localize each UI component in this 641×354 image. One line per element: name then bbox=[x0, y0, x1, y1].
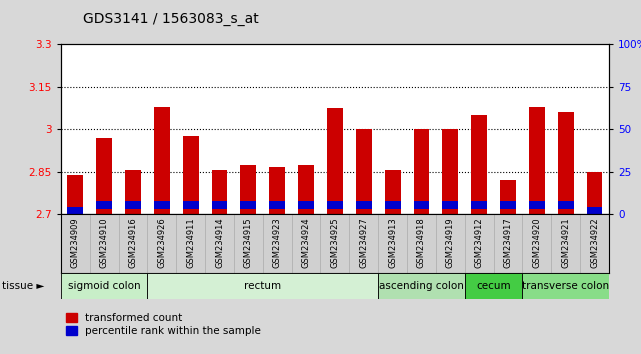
Text: GSM234916: GSM234916 bbox=[128, 217, 138, 268]
FancyBboxPatch shape bbox=[378, 273, 465, 299]
Bar bbox=[183, 201, 199, 209]
Bar bbox=[96, 201, 112, 209]
Text: GDS3141 / 1563083_s_at: GDS3141 / 1563083_s_at bbox=[83, 12, 259, 27]
Bar bbox=[442, 129, 458, 214]
Text: GSM234909: GSM234909 bbox=[71, 217, 80, 268]
Text: GSM234919: GSM234919 bbox=[445, 217, 455, 268]
Bar bbox=[529, 107, 545, 214]
Bar bbox=[471, 201, 487, 209]
Bar bbox=[67, 175, 83, 214]
Bar bbox=[327, 201, 343, 209]
Bar bbox=[385, 170, 401, 214]
Bar bbox=[356, 201, 372, 209]
Bar bbox=[125, 201, 141, 209]
Bar bbox=[356, 129, 372, 214]
Bar bbox=[212, 170, 228, 214]
Bar bbox=[269, 167, 285, 214]
Text: cecum: cecum bbox=[476, 281, 511, 291]
Bar bbox=[125, 170, 141, 214]
FancyBboxPatch shape bbox=[147, 273, 378, 299]
Bar bbox=[298, 201, 314, 209]
Text: GSM234921: GSM234921 bbox=[561, 217, 570, 268]
Text: GSM234924: GSM234924 bbox=[301, 217, 311, 268]
Text: GSM234923: GSM234923 bbox=[272, 217, 282, 268]
Legend: transformed count, percentile rank within the sample: transformed count, percentile rank withi… bbox=[66, 313, 261, 336]
Bar bbox=[471, 115, 487, 214]
Text: GSM234910: GSM234910 bbox=[99, 217, 109, 268]
Bar bbox=[240, 165, 256, 214]
Text: GSM234925: GSM234925 bbox=[330, 217, 340, 268]
Bar bbox=[269, 201, 285, 209]
Bar bbox=[327, 108, 343, 214]
Bar bbox=[154, 201, 170, 209]
Bar bbox=[298, 165, 314, 214]
Bar bbox=[558, 201, 574, 209]
Text: GSM234911: GSM234911 bbox=[186, 217, 196, 268]
Bar bbox=[96, 138, 112, 214]
Text: GSM234920: GSM234920 bbox=[532, 217, 542, 268]
FancyBboxPatch shape bbox=[465, 273, 522, 299]
Bar bbox=[212, 201, 228, 209]
Bar bbox=[500, 180, 516, 214]
FancyBboxPatch shape bbox=[522, 273, 609, 299]
Bar bbox=[240, 201, 256, 209]
Bar bbox=[67, 207, 83, 214]
Bar bbox=[558, 112, 574, 214]
Text: ascending colon: ascending colon bbox=[379, 281, 464, 291]
Text: GSM234922: GSM234922 bbox=[590, 217, 599, 268]
Text: GSM234918: GSM234918 bbox=[417, 217, 426, 268]
Text: GSM234914: GSM234914 bbox=[215, 217, 224, 268]
Text: GSM234927: GSM234927 bbox=[359, 217, 369, 268]
Text: rectum: rectum bbox=[244, 281, 281, 291]
Bar bbox=[413, 201, 429, 209]
Bar bbox=[587, 172, 603, 214]
Bar bbox=[183, 136, 199, 214]
Bar bbox=[529, 201, 545, 209]
Text: GSM234926: GSM234926 bbox=[157, 217, 167, 268]
Bar bbox=[154, 107, 170, 214]
Bar bbox=[413, 129, 429, 214]
Bar bbox=[385, 201, 401, 209]
Bar bbox=[500, 201, 516, 209]
Text: transverse colon: transverse colon bbox=[522, 281, 609, 291]
Text: GSM234912: GSM234912 bbox=[474, 217, 484, 268]
Bar bbox=[442, 201, 458, 209]
Bar bbox=[587, 207, 603, 214]
Text: tissue ►: tissue ► bbox=[2, 281, 44, 291]
Text: GSM234917: GSM234917 bbox=[503, 217, 513, 268]
FancyBboxPatch shape bbox=[61, 273, 147, 299]
Text: sigmoid colon: sigmoid colon bbox=[68, 281, 140, 291]
Text: GSM234913: GSM234913 bbox=[388, 217, 397, 268]
Text: GSM234915: GSM234915 bbox=[244, 217, 253, 268]
